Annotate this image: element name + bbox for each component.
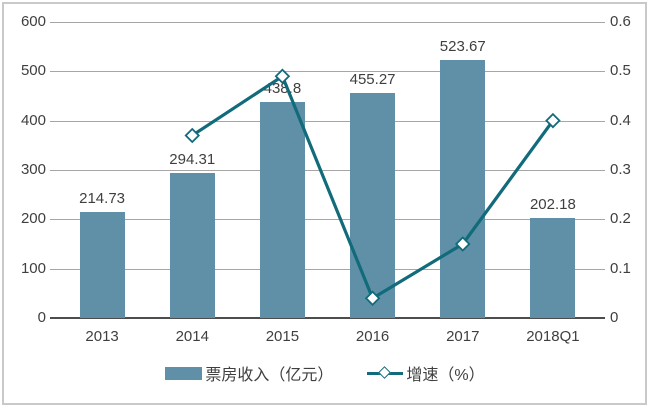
y-axis-tick-label-right: 0.4: [610, 111, 631, 129]
x-axis-tick-label: 2016: [355, 328, 390, 345]
y-axis-tick-label-left: 500: [20, 62, 46, 80]
x-axis-tick-label: 2014: [175, 328, 209, 345]
bar-value-label: 438.8: [263, 79, 302, 97]
y-axis-tick-label-right: 0.6: [610, 13, 631, 30]
y-axis-tick-label-right: 0.2: [610, 210, 631, 228]
legend-line-label: 增速（%）: [406, 367, 485, 384]
bar: [530, 218, 576, 318]
y-axis-tick-label-left: 600: [20, 13, 46, 30]
legend-item-growth: 增速（%）: [367, 361, 485, 385]
bar-value-label: 214.73: [79, 190, 126, 208]
y-axis-tick-label-right: 0: [610, 309, 619, 326]
bar: [350, 93, 396, 318]
bar: [259, 101, 305, 318]
x-axis-tick-label: 2018Q1: [526, 328, 580, 345]
y-axis-tick-label-right: 0.3: [610, 161, 631, 178]
gridline: [50, 219, 605, 221]
y-axis-tick-label-right: 0.1: [610, 259, 631, 277]
x-axis-tick-label: 2013: [85, 328, 119, 345]
y-axis-tick-label-left: 0: [37, 309, 46, 326]
legend-bar-swatch: [165, 366, 203, 380]
gridline: [50, 71, 605, 73]
y-axis-tick-label-left: 200: [20, 210, 46, 228]
gridline: [50, 120, 605, 122]
x-axis-line: [50, 317, 605, 319]
gridline: [50, 268, 605, 270]
bar-value-label: 455.27: [349, 71, 396, 89]
legend-line-swatch: [367, 365, 404, 380]
legend-item-revenue: 票房收入（亿元）: [165, 361, 333, 385]
legend-bar-label: 票房收入（亿元）: [205, 367, 334, 384]
bar: [169, 172, 215, 318]
y-axis-tick-label-left: 100: [20, 259, 46, 277]
x-axis-tick-label: 2015: [265, 328, 300, 345]
gridline: [50, 170, 605, 171]
x-axis-tick-label: 2017: [446, 328, 480, 345]
y-axis-tick-label-left: 400: [20, 111, 46, 129]
y-axis-tick-label-left: 300: [20, 161, 46, 178]
bar: [79, 212, 125, 318]
bar-value-label: 294.31: [169, 150, 216, 168]
bar-value-label: 523.67: [439, 37, 486, 55]
bar-value-label: 202.18: [529, 196, 576, 214]
legend: 票房收入（亿元） 增速（%）: [0, 360, 650, 386]
gridline: [50, 22, 605, 23]
bar: [440, 59, 486, 318]
diamond-marker-icon: [378, 365, 392, 379]
y-axis-tick-label-right: 0.5: [610, 62, 631, 80]
